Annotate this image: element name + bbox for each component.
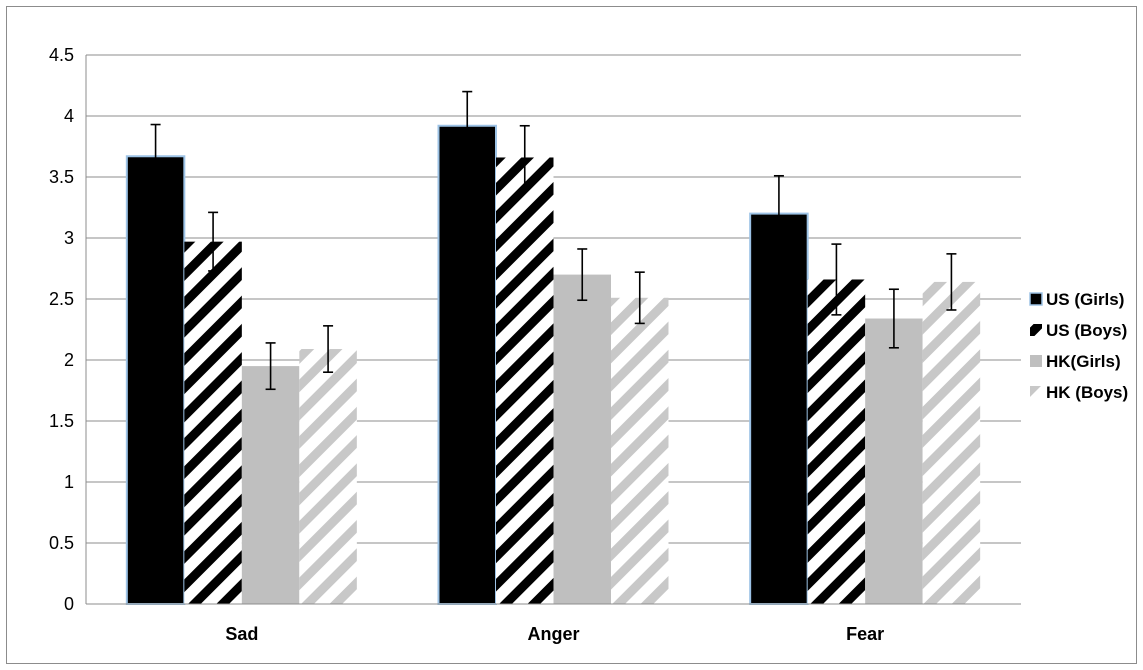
legend: US (Girls) US (Boys) HK(Girls) HK (Boys) (1029, 290, 1128, 402)
x-category-label-0: Sad (225, 624, 258, 644)
bar-fear-series-1 (807, 279, 866, 604)
y-tick-label-8: 4 (64, 106, 74, 126)
bar-sad-series-2 (241, 366, 300, 604)
x-category-label-2: Fear (846, 624, 884, 644)
x-category-label-1: Anger (527, 624, 579, 644)
axes: 0 0.5 1 1.5 2 2.5 3 3.5 4 4.5 Sad Anger Fear (49, 45, 1021, 644)
bar-fear-series-0 (749, 212, 809, 605)
legend-swatch-1 (1030, 324, 1042, 336)
y-tick-label-9: 4.5 (49, 45, 74, 65)
bar-anger-series-0 (437, 124, 497, 605)
legend-label-2: HK(Girls) (1046, 352, 1121, 371)
bar-anger-series-1 (496, 157, 554, 605)
bar-sad-series-1 (184, 241, 242, 604)
bar-anger-series-2 (553, 274, 611, 604)
y-tick-label-0: 0 (64, 594, 74, 614)
y-tick-label-5: 2.5 (49, 289, 74, 309)
y-tick-label-6: 3 (64, 228, 74, 248)
y-tick-label-3: 1.5 (49, 411, 74, 431)
y-tick-label-7: 3.5 (49, 167, 74, 187)
bar-fear-series-3 (922, 281, 981, 604)
bar-anger-series-3 (611, 297, 669, 604)
bar-fear-series-2 (865, 318, 923, 604)
bar-sad-series-3 (299, 349, 357, 604)
y-tick-label-1: 0.5 (49, 533, 74, 553)
legend-swatch-0 (1029, 292, 1043, 306)
legend-label-3: HK (Boys) (1046, 383, 1128, 402)
y-tick-label-4: 2 (64, 350, 74, 370)
legend-label-1: US (Boys) (1046, 321, 1127, 340)
legend-label-0: US (Girls) (1046, 290, 1124, 309)
bars (125, 124, 981, 605)
bar-sad-series-0 (125, 155, 186, 605)
legend-swatch-3 (1030, 386, 1042, 398)
y-tick-label-2: 1 (64, 472, 74, 492)
legend-swatch-2 (1030, 355, 1042, 367)
error-bars (150, 90, 957, 391)
